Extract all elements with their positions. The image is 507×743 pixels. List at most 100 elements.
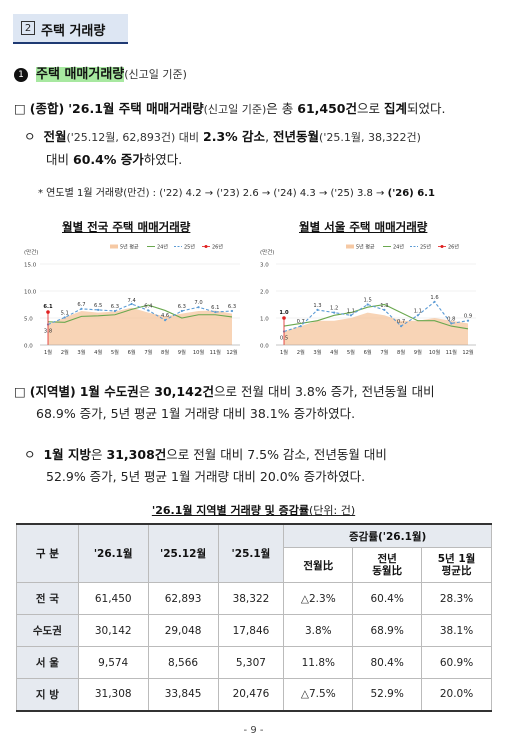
local-rest1: 으로 전월 대비 7.5% 감소, 전년동월 대비 bbox=[166, 447, 387, 462]
cell-avg: 20.0% bbox=[421, 678, 492, 712]
th-cur: '26.1월 bbox=[77, 523, 149, 583]
y-tick-label: 1.0 bbox=[260, 317, 269, 323]
summary-note: (신고일 기준) bbox=[203, 103, 267, 116]
x-tick-label: 10월 bbox=[429, 348, 441, 356]
cell-avg: 60.9% bbox=[421, 646, 492, 679]
data-label: 6.4 bbox=[144, 303, 153, 309]
data-label: 6.1 bbox=[43, 304, 53, 310]
th-region: 구 분 bbox=[16, 523, 79, 583]
local-lead: 1월 지방 bbox=[43, 447, 92, 462]
area-5yr-average bbox=[284, 312, 468, 345]
data-label: 6.3 bbox=[228, 304, 236, 310]
cell-yoy: 5,307 bbox=[217, 646, 285, 679]
sub1-change2: 60.4% 증가 bbox=[73, 152, 144, 167]
table-row: 전 국 61,450 62,893 38,322 △2.3% 60.4% 28.… bbox=[16, 582, 492, 615]
sub1-lead2: 전년동월 bbox=[273, 129, 320, 144]
legend-label: 24년 bbox=[393, 244, 404, 251]
summary-tail3: 되었다. bbox=[407, 101, 446, 116]
legend-label: 26년 bbox=[448, 244, 459, 251]
sub1-change: 2.3% 감소 bbox=[203, 129, 266, 144]
cell-yoy: 17,846 bbox=[217, 614, 285, 647]
data-label: 6.5 bbox=[94, 303, 102, 309]
x-tick-label: 10월 bbox=[193, 348, 205, 356]
subsection-heading: 1 주택 매매거래량(신고일 기준) bbox=[14, 63, 187, 82]
data-label: 6.3 bbox=[178, 304, 186, 310]
series-point-25 bbox=[316, 308, 319, 311]
regional-mid: 은 bbox=[138, 384, 151, 399]
th-yoy: '25.1월 bbox=[217, 523, 285, 583]
sub1-line2b: 하였다. bbox=[143, 152, 183, 167]
heading-title: 주택 매매거래량 bbox=[36, 67, 125, 82]
y-tick-label: 10.0 bbox=[24, 290, 37, 296]
cell-region: 서 울 bbox=[16, 646, 79, 679]
data-label: 0.7 bbox=[397, 319, 405, 325]
regional-rest1: 으로 전월 대비 3.8% 증가, 전년동월 대비 bbox=[214, 384, 435, 399]
series-point-25 bbox=[349, 314, 353, 317]
local-paragraph: ㅇ 1월 지방은 31,308건으로 전월 대비 7.5% 감소, 전년동월 대… bbox=[24, 444, 499, 488]
cell-cur: 30,142 bbox=[77, 614, 149, 647]
y-unit-label: (만건) bbox=[260, 248, 274, 256]
yearly-note: * 연도별 1월 거래량(만건) : ('22) 4.2 → ('23) 2.6… bbox=[38, 184, 435, 199]
x-tick-label: 4월 bbox=[94, 348, 102, 356]
series-point-25 bbox=[230, 309, 234, 313]
th-group: 증감률('26.1월) bbox=[283, 523, 492, 548]
data-label: 1.1 bbox=[414, 308, 422, 314]
x-tick-label: 9월 bbox=[414, 348, 422, 356]
series-point-25 bbox=[299, 325, 302, 328]
th-avg: 5년 1월 평균比 bbox=[421, 547, 492, 583]
monthly-change-paragraph: ㅇ 전월('25.12월, 62,893건) 대비 2.3% 감소, 전년동월(… bbox=[24, 126, 499, 171]
yearly-text: * 연도별 1월 거래량(만건) : ('22) 4.2 → ('23) 2.6… bbox=[38, 188, 385, 199]
th-yoy-rate: 전년 동월比 bbox=[352, 547, 423, 583]
summary-mid: 은 총 bbox=[266, 101, 294, 116]
series-point-25 bbox=[366, 303, 369, 306]
x-tick-label: 9월 bbox=[178, 348, 186, 356]
data-label: 0.5 bbox=[280, 336, 288, 342]
sub1-line2a: 대비 bbox=[46, 152, 70, 167]
series-point-25 bbox=[163, 319, 167, 322]
legend-label: 24년 bbox=[157, 244, 168, 251]
x-tick-label: 4월 bbox=[330, 348, 338, 356]
x-tick-label: 12월 bbox=[226, 348, 238, 356]
cell-yoy: 20,476 bbox=[217, 678, 285, 712]
x-tick-label: 8월 bbox=[161, 348, 169, 356]
table-caption: '26.1월 지역별 거래량 및 증감률(단위: 건) bbox=[0, 502, 507, 518]
cell-mom: △7.5% bbox=[283, 678, 354, 712]
regional-tag: (지역별) bbox=[29, 384, 76, 399]
cell-region: 전 국 bbox=[16, 582, 79, 615]
data-label: 1.0 bbox=[279, 310, 289, 316]
x-tick-label: 5월 bbox=[347, 348, 355, 356]
cell-region: 지 방 bbox=[16, 678, 79, 712]
cell-mom: 3.8% bbox=[283, 614, 354, 647]
series-point-26 bbox=[46, 310, 50, 314]
legend-label: 25년 bbox=[420, 244, 431, 251]
cell-prev: 33,845 bbox=[147, 678, 219, 712]
summary-paragraph: □ (종합) '26.1월 주택 매매거래량(신고일 기준)은 총 61,450… bbox=[14, 98, 499, 121]
th-yoy-rate-1: 전년 bbox=[377, 553, 397, 565]
data-label: 1.3 bbox=[313, 303, 321, 309]
regional-paragraph: □ (지역별) 1월 수도권은 30,142건으로 전월 대비 3.8% 증가,… bbox=[14, 381, 499, 425]
series-point-25 bbox=[63, 316, 66, 319]
y-tick-label: 15.0 bbox=[24, 263, 37, 269]
x-tick-label: 7월 bbox=[380, 348, 388, 356]
series-line-25 bbox=[283, 301, 469, 333]
series-point-25 bbox=[466, 319, 470, 322]
area-5yr-average bbox=[48, 307, 232, 345]
table-row: 수도권 30,142 29,048 17,846 3.8% 68.9% 38.1… bbox=[16, 614, 492, 647]
cell-yoy: 38,322 bbox=[217, 582, 285, 615]
th-avg-2: 평균比 bbox=[441, 565, 472, 577]
regional-table: 구 분 '26.1월 '25.12월 '25.1월 증감률('26.1월) 전월… bbox=[16, 523, 492, 712]
national-chart: 0.0 5.0 10.0 15.0 (만건) 5년 평균 24년 25년 26년 6.1 3.8 5.… bbox=[24, 244, 240, 356]
legend-label: 5년 평균 bbox=[120, 244, 139, 251]
cell-prev: 29,048 bbox=[147, 614, 219, 647]
yearly-last: ('26) 6.1 bbox=[387, 188, 435, 199]
x-tick-label: 5월 bbox=[111, 348, 119, 356]
y-tick-label: 3.0 bbox=[260, 263, 269, 269]
legend-label: 25년 bbox=[184, 244, 195, 251]
data-label: 0.9 bbox=[464, 314, 472, 320]
summary-tail2: 집계 bbox=[384, 101, 408, 116]
th-prev: '25.12월 bbox=[147, 523, 219, 583]
chart-title-national: 월별 전국 주택 매매거래량 bbox=[62, 220, 191, 234]
cell-mom: 11.8% bbox=[283, 646, 354, 679]
cell-yoy-rate: 52.9% bbox=[352, 678, 423, 712]
summary-value: 61,450건 bbox=[297, 101, 357, 116]
